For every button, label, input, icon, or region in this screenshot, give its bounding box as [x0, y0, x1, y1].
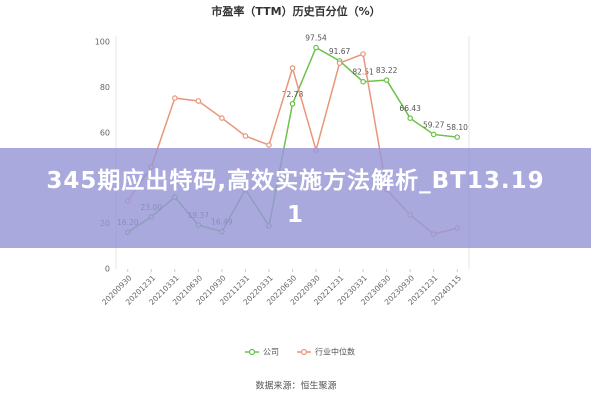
y-tick-label: 100 [95, 38, 110, 47]
legend-label: 公司 [263, 348, 279, 357]
value-label: 91.67 [329, 47, 351, 56]
overlay-banner: 345期应出特码,高效实施方法解析_BT13.191 [0, 148, 591, 248]
point [219, 115, 225, 121]
value-label: 58.10 [446, 123, 468, 132]
y-tick-label: 80 [100, 83, 110, 92]
value-label: 82.51 [352, 68, 374, 77]
point [266, 142, 272, 148]
y-tick-label: 60 [100, 128, 110, 137]
chart-title: 市盈率（TTM）历史百分位（%） [211, 4, 380, 18]
point [336, 60, 343, 66]
value-label: 72.78 [282, 90, 304, 99]
point [172, 95, 178, 101]
point [289, 100, 296, 107]
value-label: 83.22 [376, 66, 398, 75]
legend-marker [300, 348, 308, 356]
point [383, 77, 390, 83]
y-tick-label: 0 [105, 265, 110, 274]
point [313, 44, 319, 51]
value-label: 97.54 [305, 34, 327, 43]
point [360, 51, 366, 57]
legend-marker [248, 348, 256, 356]
source: 数据来源：恒生聚源 [255, 380, 336, 392]
legend-label: 行业中位数 [315, 347, 355, 357]
point [289, 65, 296, 71]
point [454, 134, 461, 140]
overlay-text: 345期应出特码,高效实施方法解析_BT13.191 [46, 168, 545, 228]
point [430, 131, 437, 138]
value-label: 59.27 [423, 120, 445, 129]
point [407, 115, 413, 122]
value-label: 66.43 [399, 104, 421, 113]
point [242, 133, 249, 139]
point [360, 78, 366, 85]
point [195, 98, 202, 104]
